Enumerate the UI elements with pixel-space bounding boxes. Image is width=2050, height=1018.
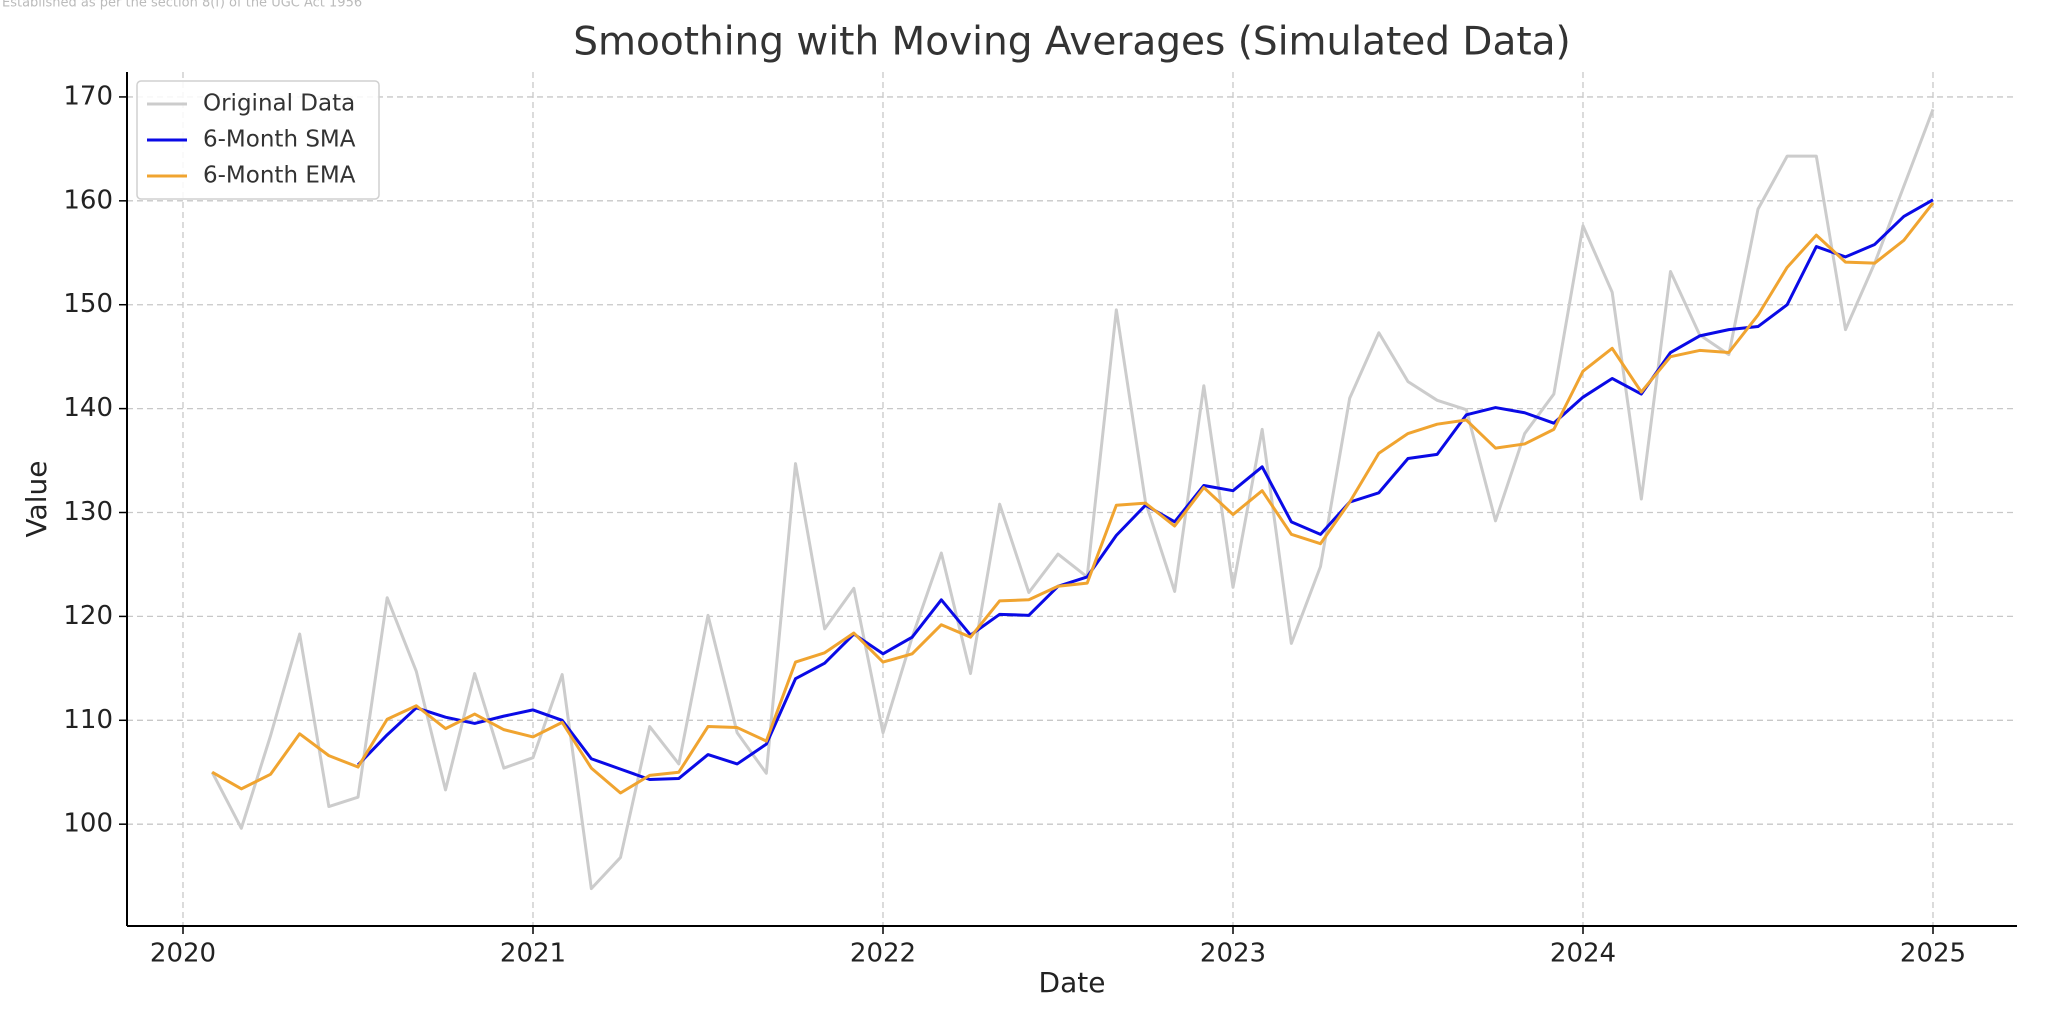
x-axis-label: Date [1039,966,1106,999]
series-line [356,198,1934,782]
y-tick-label: 120 [63,601,113,631]
x-tick-label: 2020 [150,939,216,969]
y-tick-label: 110 [63,705,113,735]
legend-label: 6-Month SMA [203,127,356,153]
series-line [211,201,1935,795]
x-tick-label: 2023 [1200,939,1266,969]
legend-box [136,80,380,200]
legend: Original Data 6-Month SMA 6-Month EMA [136,80,380,200]
y-tick-label: 100 [63,809,113,839]
legend-label: 6-Month EMA [203,163,356,189]
x-tick-label: 2024 [1550,939,1616,969]
y-tick-label: 160 [63,185,113,215]
y-tick-label: 130 [63,497,113,527]
y-tick-label: 170 [63,81,113,111]
y-tick-label: 150 [63,289,113,319]
y-tick-label: 140 [63,393,113,423]
x-tick-label: 2025 [1900,939,1966,969]
x-tick-label: 2021 [500,939,566,969]
series-line [210,108,1935,891]
legend-label: Original Data [203,91,355,117]
x-tick-label: 2022 [850,939,916,969]
y-axis-label: Value [20,461,53,538]
chart-title: Smoothing with Moving Averages (Simulate… [573,20,1571,65]
watermark: Established as per the section 8(f) of t… [2,0,362,11]
